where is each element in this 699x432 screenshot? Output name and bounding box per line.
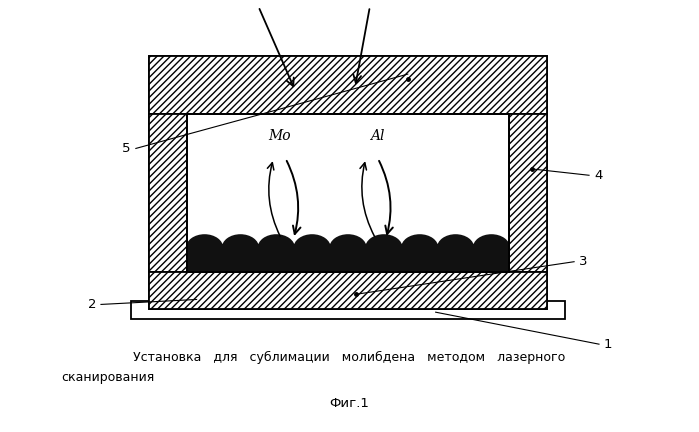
- Text: Фиг.1: Фиг.1: [329, 397, 369, 410]
- Ellipse shape: [258, 234, 295, 261]
- Text: сканирования: сканирования: [61, 371, 154, 384]
- Text: Установка   для   сублимации   молибдена   методом   лазерного: Установка для сублимации молибдена метод…: [133, 351, 565, 364]
- Text: 4: 4: [594, 169, 603, 182]
- Text: Mo: Mo: [268, 129, 291, 143]
- Bar: [149, 114, 187, 272]
- Text: 1: 1: [604, 338, 612, 351]
- Ellipse shape: [329, 234, 367, 261]
- Ellipse shape: [294, 234, 331, 261]
- Bar: [187, 244, 510, 272]
- Bar: [510, 114, 547, 272]
- Ellipse shape: [186, 234, 223, 261]
- Ellipse shape: [401, 234, 438, 261]
- Ellipse shape: [473, 234, 510, 261]
- Bar: [131, 302, 565, 319]
- Ellipse shape: [365, 234, 403, 261]
- Bar: [149, 272, 547, 309]
- Bar: [187, 114, 510, 272]
- Ellipse shape: [222, 234, 259, 261]
- Bar: [187, 114, 510, 272]
- Bar: [149, 56, 547, 114]
- Text: 5: 5: [122, 142, 131, 155]
- Bar: [149, 56, 547, 309]
- Ellipse shape: [437, 234, 474, 261]
- Text: 2: 2: [87, 298, 96, 311]
- Text: 3: 3: [579, 255, 588, 268]
- Text: Al: Al: [370, 129, 385, 143]
